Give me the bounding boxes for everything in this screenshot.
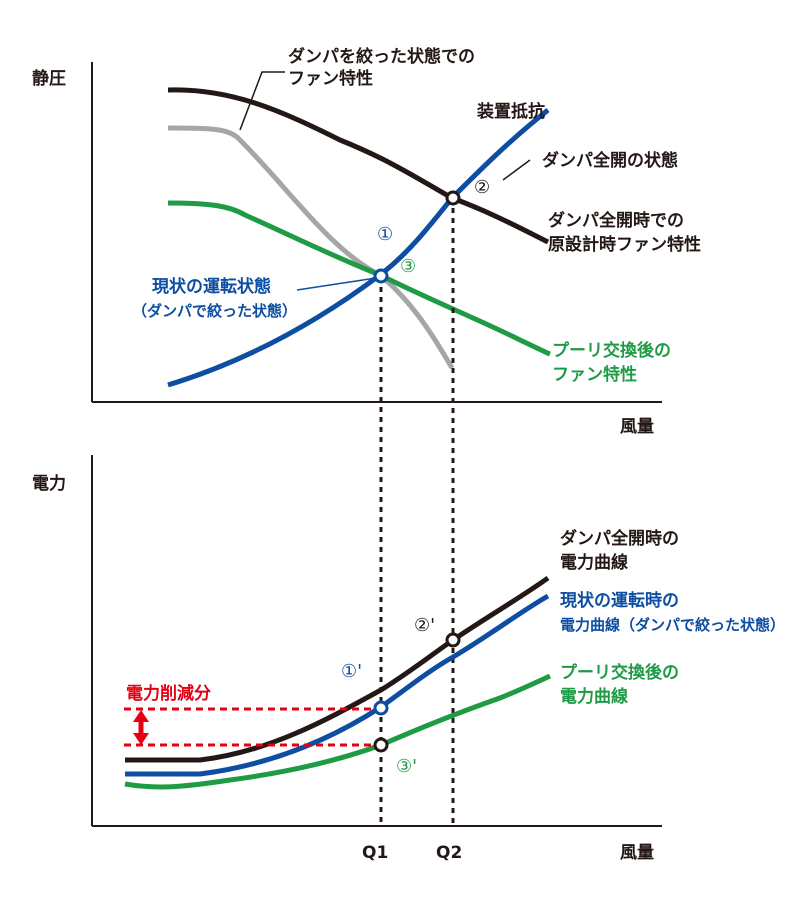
reduction-double-arrow (133, 710, 149, 745)
label-original-fan-1: ダンパ全開時での (548, 210, 684, 231)
top-y-axis-label: 静圧 (32, 68, 66, 89)
label-point-3: ③ (400, 256, 416, 277)
tick-q2: Q2 (436, 843, 462, 863)
curve-power-pulley (124, 673, 552, 790)
point-2p-marker (445, 632, 461, 648)
point-3p-marker (373, 737, 389, 753)
point-1-marker (373, 268, 389, 284)
label-pulley-2: ファン特性 (552, 364, 637, 385)
label-current-1: 現状の運転状態 (152, 276, 271, 297)
label-power-open-2: 電力曲線 (560, 552, 628, 573)
point-2-marker (445, 190, 461, 206)
curve-original-fan (167, 87, 550, 245)
curve-power-current (125, 593, 550, 777)
label-power-pulley-1: プーリ交換後の (560, 662, 679, 683)
point-1p-marker (373, 700, 389, 716)
label-damper-closed-1: ダンパを絞った状態での (288, 46, 475, 67)
bottom-y-axis-label: 電力 (32, 473, 66, 494)
label-power-pulley-2: 電力曲線 (560, 686, 628, 707)
label-damper-closed-2: ファン特性 (288, 68, 373, 89)
top-x-axis-label: 風量 (620, 416, 654, 437)
label-point-3p: ③' (396, 756, 417, 777)
leader-current (296, 277, 377, 291)
bottom-chart: 電力 風量 ダンパ全開時の 電力曲線 現状の運転時の 電力曲線（ダンパで絞った状… (32, 455, 785, 863)
top-chart: 静圧 風量 ダンパを絞った状態での ファン特性 装置抵抗 ② ダンパ全開の状態 … (32, 46, 701, 826)
label-resistance: 装置抵抗 (476, 101, 545, 122)
label-power-current-1: 現状の運転時の (560, 590, 679, 611)
label-damper-open-state: ダンパ全開の状態 (542, 150, 678, 171)
label-reduction: 電力削減分 (126, 683, 211, 704)
label-pulley-1: プーリ交換後の (552, 340, 671, 361)
label-current-2: （ダンパで絞った状態） (132, 302, 297, 320)
label-point-1: ① (377, 224, 393, 245)
label-point-1p: ①' (341, 661, 362, 682)
label-original-fan-2: 原設計時ファン特性 (548, 234, 701, 255)
label-point-2p: ②' (414, 615, 435, 636)
tick-q1: Q1 (362, 843, 388, 863)
curve-system-resistance (167, 108, 550, 388)
bottom-x-axis-label: 風量 (620, 842, 654, 863)
leader-damper-open (502, 159, 531, 181)
label-power-open-1: ダンパ全開時の (560, 528, 679, 549)
label-power-current-2: 電力曲線（ダンパで絞った状態） (560, 616, 785, 634)
leader-damper-closed (239, 71, 285, 131)
curve-damper-closed-fan (167, 125, 455, 370)
label-point-2: ② (474, 177, 490, 198)
